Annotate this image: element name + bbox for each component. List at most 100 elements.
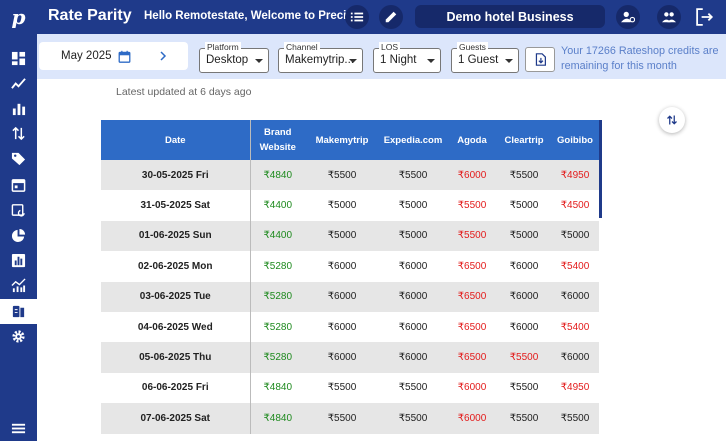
guests-label: Guests xyxy=(457,42,488,52)
sidebar-item-pricing[interactable] xyxy=(0,146,37,171)
sidebar-item-events[interactable] xyxy=(0,197,37,222)
sidebar: p xyxy=(0,0,37,441)
channel-select[interactable]: Channel Makemytrip... xyxy=(278,42,363,73)
table-scrollbar[interactable] xyxy=(599,120,602,218)
channel-rate-cell: ₹6000 xyxy=(379,251,447,282)
platform-value: Desktop xyxy=(206,54,249,66)
guests-value: 1 Guest xyxy=(458,54,499,66)
channel-rate-cell: ₹6000 xyxy=(551,342,599,373)
sidebar-item-calendar[interactable] xyxy=(0,172,37,197)
brand-rate-cell: ₹4400 xyxy=(250,190,305,221)
logout-icon[interactable] xyxy=(696,8,714,26)
brand-rate-cell: ₹4840 xyxy=(250,372,305,404)
sidebar-item-analytics[interactable] xyxy=(0,248,37,273)
sidebar-item-settings[interactable] xyxy=(0,324,37,349)
channel-rate-cell: ₹5500 xyxy=(497,372,551,404)
pencil-icon xyxy=(385,11,397,23)
header-channel-5[interactable]: Goibibo xyxy=(551,120,599,160)
sidebar-item-sort[interactable] xyxy=(0,121,37,146)
trend-line-icon xyxy=(11,78,26,89)
sidebar-item-performance[interactable] xyxy=(0,273,37,298)
channel-rate-cell: ₹6000 xyxy=(379,342,447,373)
sidebar-item-reports[interactable] xyxy=(0,96,37,121)
chevron-right-icon[interactable] xyxy=(158,51,168,61)
channel-rate-cell: ₹5500 xyxy=(447,220,497,252)
brand-rate-cell: ₹4840 xyxy=(250,403,305,434)
calendar-icon[interactable] xyxy=(118,50,131,63)
table-row: 31-05-2025 Sat ₹4400 ₹5000 ₹5000 ₹5500 ₹5000 ₹… xyxy=(101,190,599,221)
platform-select[interactable]: Platform Desktop xyxy=(199,42,269,73)
header-date[interactable]: Date xyxy=(101,120,251,160)
date-cell: 02-06-2025 Mon xyxy=(101,251,251,282)
rate-parity-table: Date Brand Website Makemytrip Expedia.co… xyxy=(101,120,600,434)
pie-chart-icon xyxy=(11,228,26,243)
channel-rate-cell: ₹6000 xyxy=(447,403,497,434)
month-label: May 2025 xyxy=(61,50,112,62)
channel-rate-cell: ₹6000 xyxy=(305,311,379,343)
user-settings-button[interactable] xyxy=(616,5,640,29)
los-value: 1 Night xyxy=(380,54,417,66)
credits-info: Your 17266 Rateshop credits are remainin… xyxy=(561,45,719,72)
channel-rate-cell: ₹5500 xyxy=(305,372,379,404)
chevron-down-icon xyxy=(349,59,357,63)
sidebar-item-share[interactable] xyxy=(0,223,37,248)
channel-rate-cell: ₹4500 xyxy=(551,190,599,221)
users-button[interactable] xyxy=(657,5,681,29)
hotel-selector[interactable]: Demo hotel Business xyxy=(415,5,605,28)
header-channel-3[interactable]: Agoda xyxy=(447,120,497,160)
export-button[interactable] xyxy=(525,47,555,72)
channel-rate-cell: ₹6000 xyxy=(497,311,551,343)
channel-rate-cell: ₹5500 xyxy=(379,160,447,191)
brand-rate-cell: ₹5280 xyxy=(250,281,305,312)
header-brand-website[interactable]: Brand Website xyxy=(250,120,305,160)
sidebar-item-rate-parity[interactable] xyxy=(0,299,37,324)
channel-rate-cell: ₹6000 xyxy=(551,281,599,312)
table-row: 02-06-2025 Mon ₹5280 ₹6000 ₹6000 ₹6500 ₹6000 ₹… xyxy=(101,251,599,282)
calendar-icon xyxy=(11,179,26,192)
guests-select[interactable]: Guests 1 Guest xyxy=(451,42,519,73)
los-select[interactable]: LOS 1 Night xyxy=(373,42,441,73)
user-gear-icon xyxy=(621,11,635,23)
list-icon xyxy=(350,12,364,22)
channel-rate-cell: ₹6000 xyxy=(379,281,447,312)
sidebar-item-dashboard[interactable] xyxy=(0,46,37,71)
page-title: Rate Parity xyxy=(48,7,132,24)
channel-rate-cell: ₹4950 xyxy=(551,160,599,191)
channel-rate-cell: ₹5400 xyxy=(551,251,599,282)
table-row: 07-06-2025 Sat ₹4840 ₹5500 ₹5500 ₹6000 ₹5500 ₹… xyxy=(101,403,599,434)
app-logo[interactable]: p xyxy=(11,5,26,29)
edit-button[interactable] xyxy=(379,5,403,29)
table-header-row: Date Brand Website Makemytrip Expedia.co… xyxy=(101,120,599,160)
channel-rate-cell: ₹6500 xyxy=(447,251,497,282)
menu-icon xyxy=(11,423,26,434)
channel-rate-cell: ₹5500 xyxy=(551,403,599,434)
channel-rate-cell: ₹5500 xyxy=(379,372,447,404)
date-cell: 04-06-2025 Wed xyxy=(101,311,251,343)
channel-rate-cell: ₹6500 xyxy=(447,342,497,373)
list-view-button[interactable] xyxy=(345,5,369,29)
channel-rate-cell: ₹5500 xyxy=(447,190,497,221)
date-cell: 07-06-2025 Sat xyxy=(101,403,251,434)
month-picker[interactable]: May 2025 xyxy=(39,42,188,70)
channel-rate-cell: ₹5400 xyxy=(551,311,599,343)
table-row: 04-06-2025 Wed ₹5280 ₹6000 ₹6000 ₹6500 ₹6000 ₹… xyxy=(101,311,599,343)
date-cell: 01-06-2025 Sun xyxy=(101,220,251,252)
welcome-message: Hello Remotestate, Welcome to Precium xyxy=(144,10,364,22)
brand-rate-cell: ₹5280 xyxy=(250,251,305,282)
bar-chart-icon xyxy=(12,103,26,116)
chevron-down-icon xyxy=(427,59,435,63)
dashboard-icon xyxy=(11,51,26,66)
header-channel-2[interactable]: Expedia.com xyxy=(379,120,447,160)
brand-rate-cell: ₹4840 xyxy=(250,160,305,191)
channel-rate-cell: ₹5000 xyxy=(305,190,379,221)
channel-rate-cell: ₹5500 xyxy=(305,160,379,191)
swap-view-button[interactable] xyxy=(659,107,685,133)
brand-rate-cell: ₹5280 xyxy=(250,342,305,373)
table-row: 30-05-2025 Fri ₹4840 ₹5500 ₹5500 ₹6000 ₹5500 ₹… xyxy=(101,160,599,191)
header-channel-4[interactable]: Cleartrip xyxy=(497,120,551,160)
sidebar-menu-toggle[interactable] xyxy=(0,416,37,441)
channel-rate-cell: ₹6000 xyxy=(447,372,497,404)
sidebar-item-trends[interactable] xyxy=(0,71,37,96)
header-channel-1[interactable]: Makemytrip xyxy=(305,120,379,160)
last-updated-text: Latest updated at 6 days ago xyxy=(116,86,252,98)
